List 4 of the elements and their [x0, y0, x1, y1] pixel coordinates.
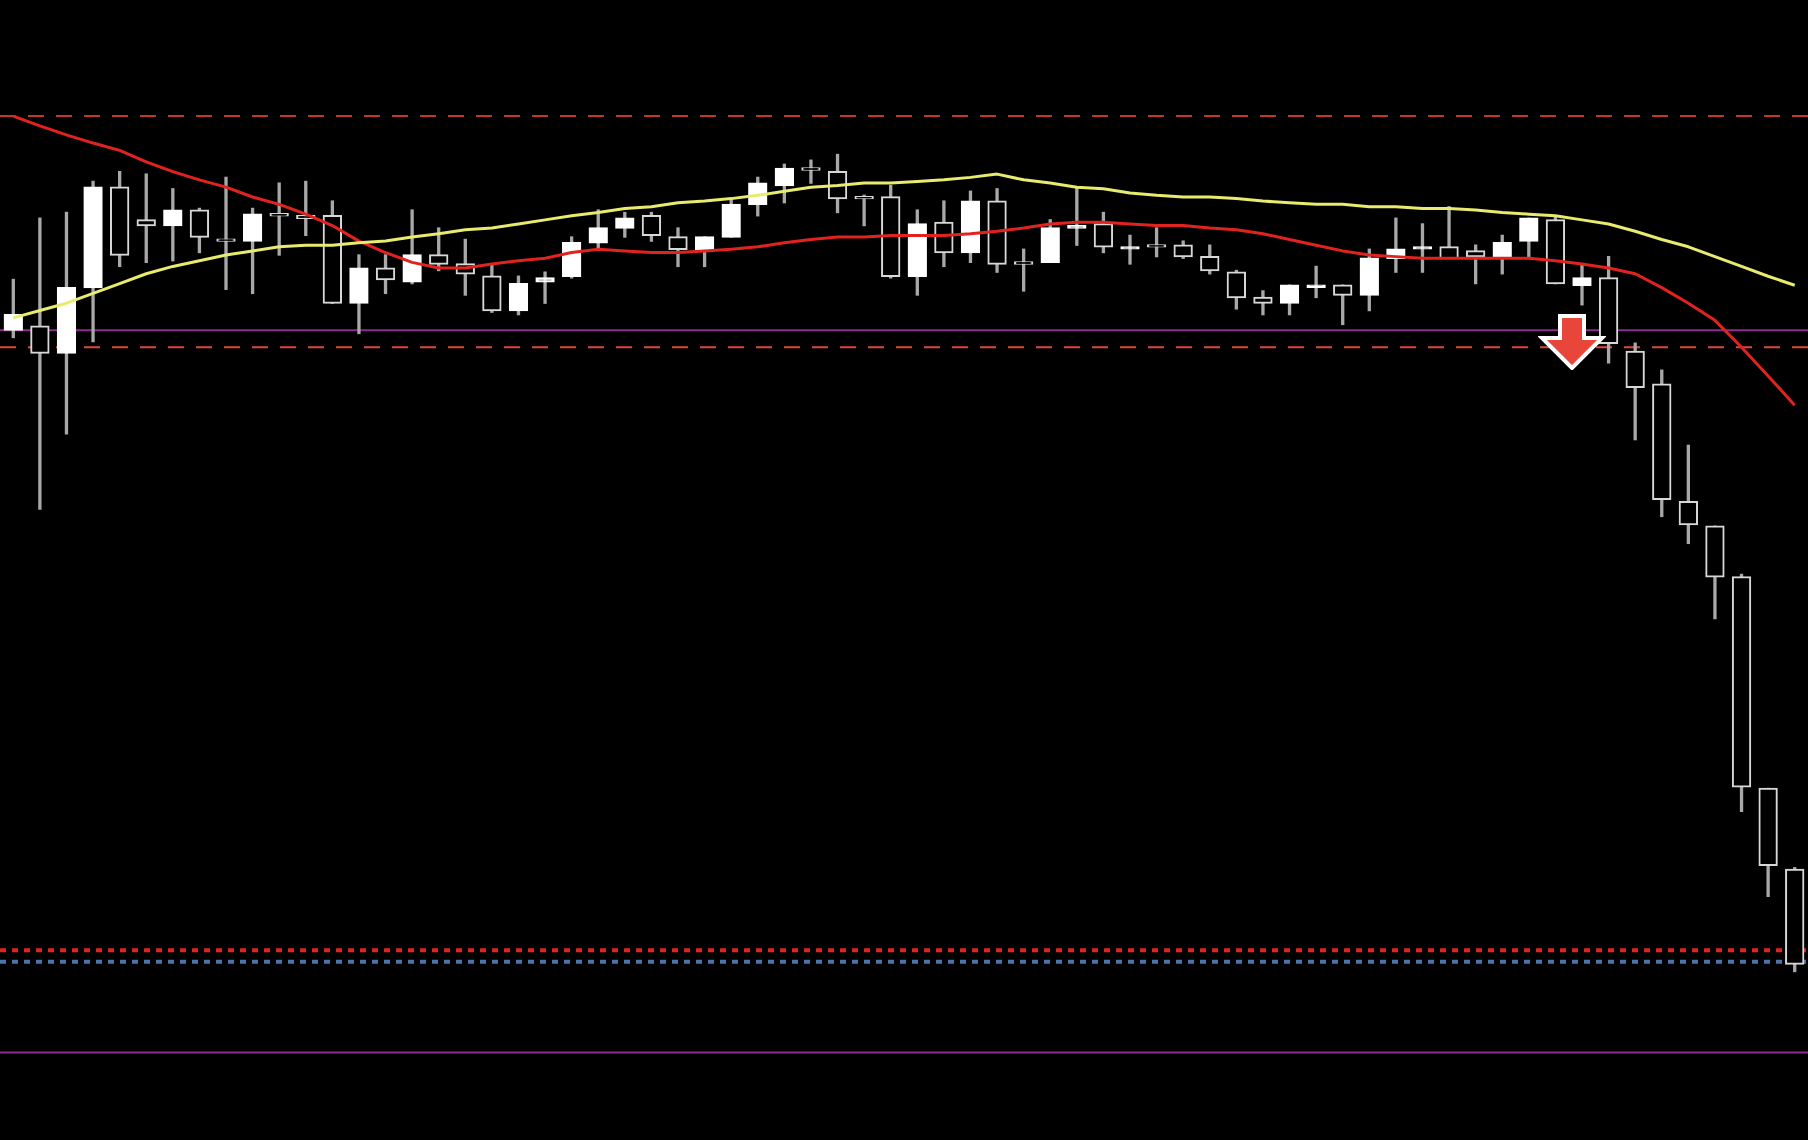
candlestick: [30, 217, 50, 510]
candlestick: [801, 159, 821, 184]
candlestick: [535, 271, 555, 304]
candlestick: [216, 176, 236, 290]
